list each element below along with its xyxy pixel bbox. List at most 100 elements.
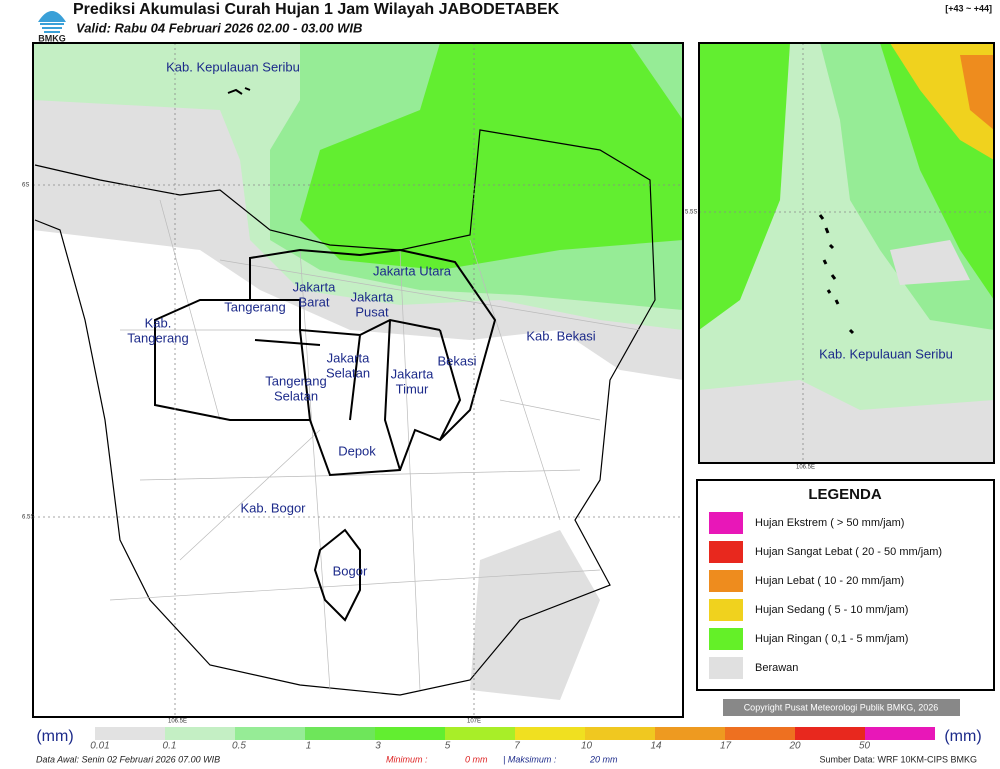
colorbar-tick: 0.01 (90, 741, 109, 752)
legend-item: Hujan Sedang ( 5 - 10 mm/jam) (755, 604, 908, 616)
region-label: Tangerang (127, 330, 188, 345)
region-label: Barat (298, 294, 329, 309)
colorbar-tick: 0.1 (163, 741, 177, 752)
colorbar-segment (865, 727, 935, 740)
legend-title: LEGENDA (808, 486, 882, 503)
legend-box (696, 479, 995, 691)
coastline (34, 129, 656, 696)
region-label: Kab. Kepulauan Seribu (166, 59, 300, 74)
boundary (313, 528, 361, 622)
colorbar-segment (795, 727, 865, 740)
grid-label: 107E (467, 719, 481, 725)
legend-item: Berawan (755, 662, 798, 674)
copyright: Copyright Pusat Meteorologi Publik BMKG,… (744, 702, 939, 712)
colorbar-segment (375, 727, 445, 740)
legend-swatch (709, 599, 743, 621)
colorbar-tick: 1 (306, 741, 312, 752)
legend-item: Hujan Ekstrem ( > 50 mm/jam) (755, 517, 904, 529)
unit-left: (mm) (36, 728, 73, 745)
grid-label: 6S (22, 183, 29, 189)
region-label: Kab. Bogor (240, 500, 306, 515)
region-label: Bekasi (437, 353, 476, 368)
colorbar-tick: 3 (375, 741, 381, 752)
cloud-area (890, 240, 970, 285)
grid-label: 5.5S (685, 210, 697, 216)
region-label: Tangerang (265, 373, 326, 388)
colorbar-tick: 14 (650, 741, 662, 752)
islands (818, 214, 855, 335)
region-label: Jakarta (391, 366, 434, 381)
legend-item: Hujan Sangat Lebat ( 20 - 50 mm/jam) (755, 546, 942, 558)
colorbar-tick: 5 (445, 741, 451, 752)
cloud-area (470, 530, 600, 700)
region-label: Selatan (326, 365, 370, 380)
legend-swatch (709, 541, 743, 563)
colorbar-segment (165, 727, 235, 740)
region-label: Kab. Kepulauan Seribu (819, 346, 953, 361)
colorbar-segment (725, 727, 795, 740)
logo: BMKG (38, 11, 66, 43)
region-label: Depok (338, 443, 376, 458)
main-map (33, 43, 683, 717)
grid-label: 106.5E (796, 465, 815, 471)
colorbar-segment (95, 727, 165, 740)
region-label: Jakarta Utara (373, 263, 452, 278)
region-label: Timur (396, 381, 429, 396)
colorbar-tick: 0.5 (232, 741, 246, 752)
inset-map (699, 43, 994, 463)
region-label: Bogor (333, 563, 368, 578)
region-label: Pusat (355, 304, 389, 319)
colorbar-segment (585, 727, 655, 740)
title: Prediksi Akumulasi Curah Hujan 1 Jam Wil… (73, 1, 560, 18)
legend-swatch (709, 570, 743, 592)
logo-text: BMKG (38, 33, 66, 43)
region-label: Jakarta (327, 350, 370, 365)
colorbar-tick: 17 (720, 741, 732, 752)
legend-swatch (709, 657, 743, 679)
colorbar-tick: 7 (514, 741, 520, 752)
region-label: Kab. Bekasi (526, 328, 595, 343)
colorbar-tick: 20 (788, 741, 801, 752)
district-boundary (250, 299, 462, 471)
region-label: Jakarta (293, 279, 336, 294)
cloud-area (699, 380, 994, 463)
copyright-bg (723, 699, 960, 716)
islands (227, 87, 251, 95)
colorbar-tick: 50 (859, 741, 871, 752)
legend-item: Hujan Ringan ( 0,1 - 5 mm/jam) (755, 633, 908, 645)
boundary (154, 248, 497, 477)
maximum-label: | Maksimum : (503, 754, 557, 764)
district-lines (109, 199, 641, 691)
colorbar-segment (305, 727, 375, 740)
logo-shape (38, 11, 66, 22)
data-start: Data Awal: Senin 02 Februari 2026 07.00 … (36, 754, 220, 764)
colorbar-segment (445, 727, 515, 740)
legend-swatch (709, 512, 743, 534)
inset-frame (698, 42, 995, 464)
data-source: Sumber Data: WRF 10KM-CIPS BMKG (819, 754, 977, 764)
region-label: Tangerang (224, 299, 285, 314)
colorbar-tick: 10 (581, 741, 593, 752)
minimum-value: 0 mm (465, 754, 488, 764)
region-label: Selatan (274, 388, 318, 403)
colorbar-segment (235, 727, 305, 740)
colorbar-segment (655, 727, 725, 740)
rain-moderate-area (699, 43, 790, 330)
colorbar-segment (515, 727, 585, 740)
logo-lines (40, 23, 64, 33)
region-label: Kab. (145, 315, 172, 330)
rain-heavy-area (960, 55, 994, 130)
valid-time: Valid: Rabu 04 Februari 2026 02.00 - 03.… (76, 20, 362, 35)
unit-right: (mm) (944, 728, 981, 745)
rain-moderate-area (300, 43, 683, 270)
region-label: Jakarta (351, 289, 394, 304)
map-frame (32, 42, 684, 718)
legend-item: Hujan Lebat ( 10 - 20 mm/jam) (755, 575, 904, 587)
grid-label: 106.5E (168, 719, 187, 725)
legend-swatch (709, 628, 743, 650)
offset: [+43 ~ +44] (945, 3, 992, 13)
grid-label: 6.5S (22, 515, 34, 521)
